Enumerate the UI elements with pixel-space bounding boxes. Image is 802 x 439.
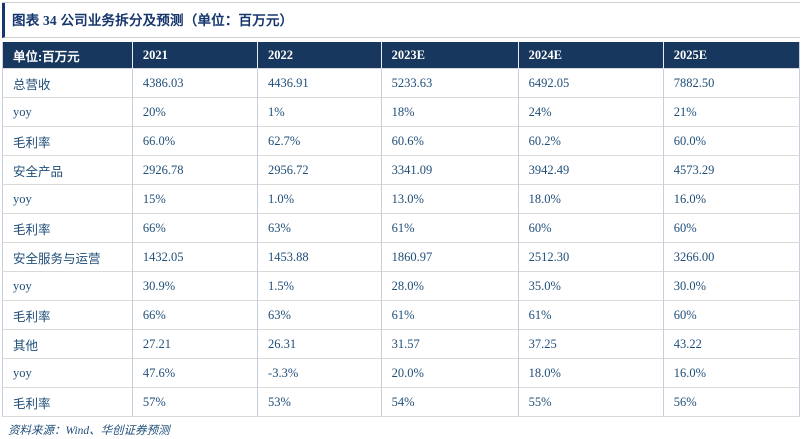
table-cell: 61% [518,300,664,330]
table-cell: 13.0% [381,184,519,214]
table-cell: 53% [257,387,382,417]
table-cell: 66% [132,300,259,330]
table-row: 毛利率 66% 63% 61% 60% 60% [2,213,800,243]
table-cell: 27.21 [132,329,259,359]
table-cell: 60.2% [518,126,664,156]
table-cell: 62.7% [257,126,382,156]
table-cell: 2926.78 [132,155,259,185]
table-cell: 20% [132,97,259,127]
table-row: yoy 30.9% 1.5% 28.0% 35.0% 30.0% [2,271,800,301]
table-cell: 30.9% [132,271,259,301]
table-body: 总营收 4386.03 4436.91 5233.63 6492.05 7882.50 yo… [2,68,800,417]
table-cell: 35.0% [518,271,664,301]
row-label: yoy [2,271,133,301]
table-cell: 61% [381,300,519,330]
table-row: 安全产品 2926.78 2956.72 3341.09 3942.49 4573.29 [2,155,800,185]
table-cell: 4573.29 [663,155,800,185]
row-label: yoy [2,358,133,388]
table-header-row: 单位:百万元 2021 2022 2023E 2024E 2025E [2,42,800,69]
table-cell: 60.6% [381,126,519,156]
table-cell: 60% [518,213,664,243]
table-row: 安全服务与运营 1432.05 1453.88 1860.97 2512.30 3266.… [2,242,800,272]
row-label: 安全服务与运营 [2,242,133,272]
table-cell: 60.0% [663,126,800,156]
table-cell: 26.31 [257,329,382,359]
table-cell: 21% [663,97,800,127]
table-row: 毛利率 66% 63% 61% 61% 60% [2,300,800,330]
table-cell: 66% [132,213,259,243]
table-cell: 4386.03 [132,68,259,98]
table-row: 总营收 4386.03 4436.91 5233.63 6492.05 7882.50 [2,68,800,98]
table-row: 其他 27.21 26.31 31.57 37.25 43.22 [2,329,800,359]
table-cell: 54% [381,387,519,417]
forecast-table: 单位:百万元 2021 2022 2023E 2024E 2025E 总营收 43… [2,42,800,417]
table-cell: 66.0% [132,126,259,156]
table-row: yoy 47.6% -3.3% 20.0% 18.0% 16.0% [2,358,800,388]
table-cell: 5233.63 [381,68,519,98]
table-cell: 3942.49 [518,155,664,185]
table-cell: 1.0% [257,184,382,214]
table-cell: -3.3% [257,358,382,388]
row-label: 其他 [2,329,133,359]
row-label: 毛利率 [2,213,133,243]
table-cell: 63% [257,213,382,243]
header-2023e: 2023E [381,42,519,69]
header-2021: 2021 [132,42,259,69]
table-cell: 20.0% [381,358,519,388]
table-row: 毛利率 57% 53% 54% 55% 56% [2,387,800,417]
table-cell: 2956.72 [257,155,382,185]
table-cell: 1453.88 [257,242,382,272]
table-cell: 57% [132,387,259,417]
table-cell: 6492.05 [518,68,664,98]
row-label: 总营收 [2,68,133,98]
table-cell: 4436.91 [257,68,382,98]
table-cell: 1432.05 [132,242,259,272]
table-cell: 3341.09 [381,155,519,185]
table-cell: 2512.30 [518,242,664,272]
header-2025e: 2025E [663,42,800,69]
table-cell: 16.0% [663,358,800,388]
table-cell: 56% [663,387,800,417]
table-row: yoy 15% 1.0% 13.0% 18.0% 16.0% [2,184,800,214]
row-label: yoy [2,184,133,214]
table-cell: 31.57 [381,329,519,359]
table-cell: 60% [663,300,800,330]
header-unit: 单位:百万元 [2,42,133,69]
figure-title-block: 图表 34 公司业务拆分及预测（单位：百万元） [2,3,800,38]
table-cell: 18% [381,97,519,127]
row-label: yoy [2,97,133,127]
table-cell: 3266.00 [663,242,800,272]
table-cell: 30.0% [663,271,800,301]
header-2022: 2022 [257,42,382,69]
source-note: 资料来源：Wind、华创证券预测 [8,425,170,437]
table-cell: 18.0% [518,184,664,214]
table-cell: 60% [663,213,800,243]
table-cell: 1% [257,97,382,127]
table-cell: 28.0% [381,271,519,301]
table-cell: 15% [132,184,259,214]
table-cell: 61% [381,213,519,243]
table-row: yoy 20% 1% 18% 24% 21% [2,97,800,127]
header-2024e: 2024E [518,42,664,69]
table-cell: 63% [257,300,382,330]
table-cell: 47.6% [132,358,259,388]
table-cell: 18.0% [518,358,664,388]
table-cell: 37.25 [518,329,664,359]
row-label: 安全产品 [2,155,133,185]
table-cell: 43.22 [663,329,800,359]
row-label: 毛利率 [2,126,133,156]
figure-title: 图表 34 公司业务拆分及预测（单位：百万元） [12,13,294,28]
table-cell: 16.0% [663,184,800,214]
table-cell: 1.5% [257,271,382,301]
table-cell: 1860.97 [381,242,519,272]
row-label: 毛利率 [2,300,133,330]
table-row: 毛利率 66.0% 62.7% 60.6% 60.2% 60.0% [2,126,800,156]
table-cell: 7882.50 [663,68,800,98]
table-cell: 55% [518,387,664,417]
row-label: 毛利率 [2,387,133,417]
table-cell: 24% [518,97,664,127]
